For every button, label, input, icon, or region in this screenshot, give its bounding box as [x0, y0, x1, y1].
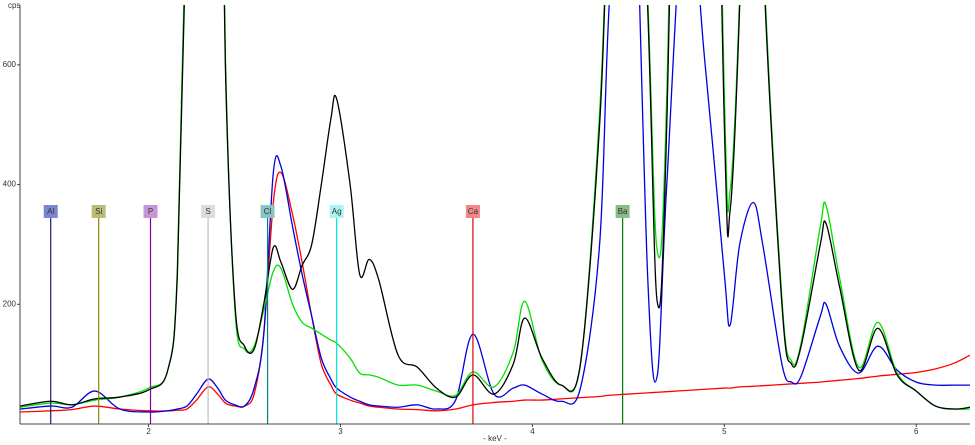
element-label: Ag [332, 207, 342, 216]
element-label: Ca [468, 207, 479, 216]
element-label: S [205, 207, 210, 216]
element-label-box [615, 205, 630, 218]
y-axis-label: cps [8, 1, 20, 10]
element-label: Si [95, 207, 102, 216]
element-label-box [260, 205, 275, 218]
element-label-box [201, 205, 216, 218]
x-tick-label: 5 [722, 427, 727, 436]
x-axis-label: - keV - [483, 434, 507, 443]
plot-area [20, 5, 970, 424]
y-tick-label: 600 [3, 60, 17, 69]
element-label: Cl [264, 207, 272, 216]
element-label-box [465, 205, 480, 218]
x-tick-label: 6 [914, 427, 919, 436]
element-markers: Al Si P S Cl Ag Ca Ba [43, 205, 630, 424]
y-tick-label: 400 [3, 180, 17, 189]
spectrum-line [20, 5, 970, 410]
element-label-box [329, 205, 344, 218]
x-tick-label: 3 [338, 427, 343, 436]
element-label: Al [47, 207, 54, 216]
element-label-box [43, 205, 58, 218]
y-tick-label: 200 [3, 299, 17, 308]
spectrum-line [20, 171, 970, 413]
element-label-box [143, 205, 158, 218]
element-label-box [91, 205, 106, 218]
element-label: Ba [618, 207, 628, 216]
spectra [20, 5, 970, 413]
x-tick-label: 2 [146, 427, 151, 436]
spectrum-line [20, 5, 970, 413]
element-label: P [148, 207, 153, 216]
x-tick-label: 4 [530, 427, 535, 436]
